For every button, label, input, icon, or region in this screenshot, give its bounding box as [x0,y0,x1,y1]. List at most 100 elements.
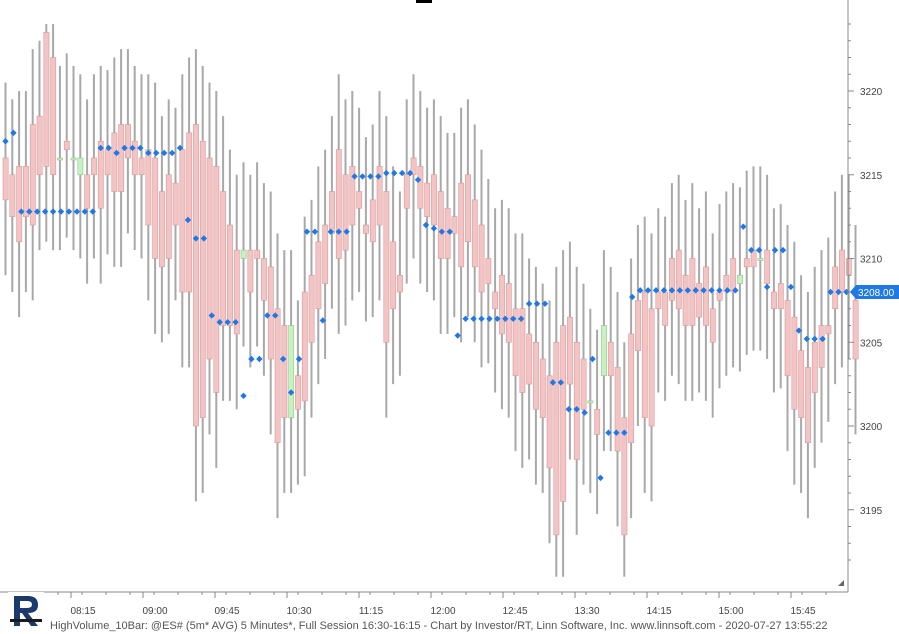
candle-up[interactable] [240,249,247,259]
candle-down[interactable] [131,140,138,176]
candle-down[interactable] [730,258,737,293]
candle-down[interactable] [84,174,91,209]
candle-down[interactable] [159,191,165,268]
candle-up[interactable] [601,325,607,377]
candle-down[interactable] [682,274,689,326]
candle-down[interactable] [220,191,227,326]
candle-down[interactable] [546,375,553,469]
candle-down[interactable] [179,149,186,293]
candle-down[interactable] [417,166,424,209]
candle-down[interactable] [621,417,628,536]
candle-down[interactable] [397,274,403,293]
candle-down[interactable] [36,115,43,176]
candle-down[interactable] [648,308,655,427]
candle-down[interactable] [145,149,152,226]
candle-down[interactable] [50,57,57,176]
candle-down[interactable] [16,166,23,243]
candle-down[interactable] [227,224,233,326]
candle-down[interactable] [9,174,16,217]
candle-down[interactable] [818,325,825,368]
candle-down[interactable] [696,283,703,318]
candle-down[interactable] [138,157,145,176]
candle-down[interactable] [499,274,505,335]
candle-down[interactable] [172,182,179,226]
candle-down[interactable] [709,308,716,343]
candle-up[interactable] [587,400,594,404]
candle-down[interactable] [798,350,805,418]
scroll-arrow-icon[interactable] [838,580,844,586]
candle-down[interactable] [539,358,546,418]
candle-down[interactable] [199,140,206,418]
candle-down[interactable] [91,157,97,176]
candle-down[interactable] [811,341,818,393]
candle-up[interactable] [288,325,295,418]
candle-down[interactable] [560,325,567,502]
candle-up[interactable] [737,274,743,284]
candle-down[interactable] [213,166,220,393]
candle-down[interactable] [165,174,172,259]
candle-down[interactable] [614,367,621,452]
candle-down[interactable] [492,291,499,310]
candle-down[interactable] [43,32,50,167]
candle-down[interactable] [743,258,750,268]
candle-down[interactable] [335,149,342,259]
candle-up[interactable] [57,157,63,161]
candle-down[interactable] [594,408,601,435]
candle-down[interactable] [580,358,587,410]
candle-down[interactable] [567,316,573,385]
candle-down[interactable] [553,341,560,536]
candle-down[interactable] [424,182,431,217]
candle-down[interactable] [104,149,111,176]
candle-down[interactable] [471,199,478,268]
candle-down[interactable] [206,157,213,360]
candle-down[interactable] [267,266,274,360]
candle-down[interactable] [662,291,669,326]
candle-down[interactable] [526,333,533,385]
candle-down[interactable] [641,291,648,418]
candle-down[interactable] [261,258,267,301]
candle-down[interactable] [777,283,784,310]
candle-down[interactable] [784,300,791,377]
candle-down[interactable] [2,157,9,201]
candle-down[interactable] [771,291,777,310]
candle-down[interactable] [485,258,492,284]
candle-down[interactable] [29,124,36,226]
candle-up[interactable] [70,157,77,161]
candle-down[interactable] [186,132,193,293]
candle-down[interactable] [655,291,662,310]
candle-down[interactable] [703,266,709,326]
candle-down[interactable] [451,216,458,234]
candle-down[interactable] [315,241,322,310]
candle-down[interactable] [233,249,240,335]
candle-down[interactable] [533,341,539,410]
candle-down[interactable] [376,166,383,226]
candle-down[interactable] [431,174,437,226]
candle-down[interactable] [274,308,281,444]
candle-down[interactable] [254,249,261,259]
candle-down[interactable] [852,300,859,360]
candle-down[interactable] [369,199,376,243]
candle-down[interactable] [458,182,465,268]
candle-down[interactable] [356,191,363,209]
candle-down[interactable] [465,174,471,243]
candle-down[interactable] [675,249,682,310]
candle-down[interactable] [363,224,369,234]
candle-up[interactable] [757,258,764,261]
candle-down[interactable] [342,174,349,251]
candle-down[interactable] [607,341,614,377]
candle-down[interactable] [805,367,811,444]
candle-down[interactable] [512,308,519,377]
candle-down[interactable] [63,140,70,150]
candle-down[interactable] [118,124,125,192]
candle-down[interactable] [281,325,288,418]
candle-down[interactable] [329,191,335,234]
candle-down[interactable] [193,124,199,427]
candle-down[interactable] [301,291,308,402]
candle-down[interactable] [111,132,118,192]
candle-down[interactable] [628,333,635,444]
candle-down[interactable] [410,157,417,176]
candle-down[interactable] [839,249,845,293]
candle-down[interactable] [308,274,315,343]
candle-down[interactable] [505,283,512,343]
